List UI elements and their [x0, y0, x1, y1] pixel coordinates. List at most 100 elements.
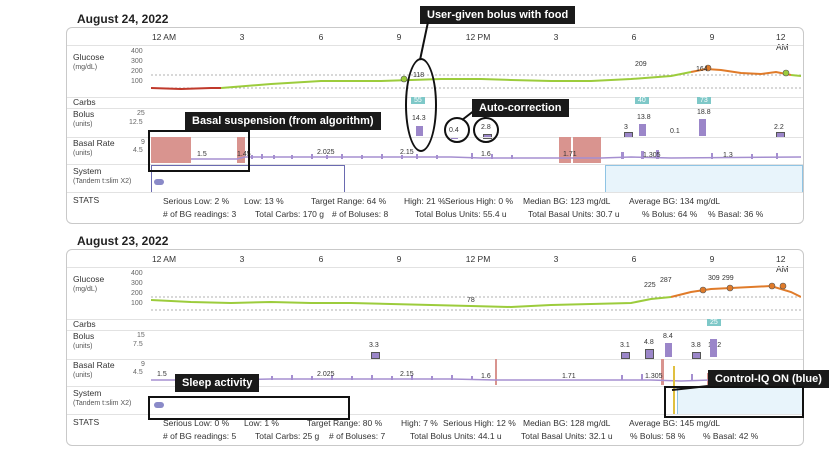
stats-pct-bolus: % Bolus: 58 % [630, 431, 686, 441]
stats-bolus-units: Total Bolus Units: 55.4 u [415, 209, 507, 219]
stats-label: STATS [73, 195, 100, 205]
stats-boluses: # of Boluses: 7 [329, 431, 386, 441]
sleep-icon [154, 179, 164, 185]
stats-boluses: # of Boluses: 8 [332, 209, 389, 219]
system-track-controliq [605, 165, 803, 193]
stats-median: Median BG: 123 mg/dL [523, 196, 611, 206]
time-tick: 12 AM [151, 32, 177, 42]
system-label: System (Tandem t:slim X2) [73, 388, 132, 408]
highlight-auto-correction-1 [444, 117, 470, 143]
stats-serious-high: Serious High: 12 % [443, 418, 516, 428]
time-tick: 6 [631, 32, 637, 42]
basal-axis-tick: 9 [141, 139, 145, 146]
carb-entry: 73 [697, 97, 711, 104]
bolus-value: 13.8 [637, 114, 651, 121]
bolus-value: 4.8 [644, 339, 654, 346]
highlight-auto-correction-2 [473, 117, 499, 143]
time-tick: 3 [239, 254, 245, 264]
bolus-value: 8.4 [663, 333, 673, 340]
time-tick: 12 AM [776, 32, 789, 52]
system-label: System (Tandem t:slim X2) [73, 166, 132, 186]
highlight-basal-suspension [148, 130, 250, 172]
glucose-reading: 309 [708, 275, 720, 282]
basal-label: Basal Rate (units) [73, 360, 115, 380]
basal-value: 1.5 [157, 371, 167, 378]
stats-bg-readings: # of BG readings: 5 [163, 431, 237, 441]
callout-control-iq: Control-IQ ON (blue) [708, 370, 829, 388]
highlight-sleep-activity [148, 396, 350, 420]
carbs-label: Carbs [73, 319, 96, 329]
glucose-reading: 299 [722, 275, 734, 282]
stats-basal-units: Total Basal Units: 30.7 u [528, 209, 620, 219]
stats-low: Low: 13 % [244, 196, 284, 206]
bolus-value: 3.8 [691, 342, 701, 349]
bolus-label: Bolus (units) [73, 331, 95, 351]
bolus-bar [692, 352, 701, 359]
stats-pct-basal: % Basal: 42 % [703, 431, 759, 441]
stats-pct-bolus: % Bolus: 64 % [642, 209, 698, 219]
carbs-label: Carbs [73, 97, 96, 107]
time-tick: 9 [396, 254, 402, 264]
basal-axis-tick: 9 [141, 361, 145, 368]
bolus-value: 3.1 [620, 342, 630, 349]
glucose-reading: 164 [696, 66, 708, 73]
glucose-reading: 78 [467, 297, 475, 304]
glucose-label: Glucose (mg/dL) [73, 274, 105, 294]
bolus-bar [371, 352, 380, 359]
glucose-axis-tick: 300 [131, 58, 143, 65]
bolus-label: Bolus (units) [73, 109, 95, 129]
basal-value: 1.305 [645, 373, 663, 380]
bolus-bar [639, 124, 646, 136]
bolus-bar [710, 339, 717, 357]
basal-value: 1.71 [562, 373, 576, 380]
bolus-bar [665, 343, 672, 357]
stats-high: High: 7 % [401, 418, 438, 428]
bolus-value: 3 [624, 124, 628, 131]
basal-axis-tick: 4.5 [133, 147, 143, 154]
glucose-reading: 287 [660, 277, 672, 284]
stats-serious-low: Serious Low: 0 % [163, 418, 230, 428]
time-tick: 9 [396, 32, 402, 42]
glucose-axis-tick: 100 [131, 300, 143, 307]
stats-total-carbs: Total Carbs: 25 g [255, 431, 320, 441]
glucose-label: Glucose (mg/dL) [73, 52, 105, 72]
bolus-axis-tick: 7.5 [133, 341, 143, 348]
time-tick: 3 [553, 254, 559, 264]
stats-bolus-units: Total Bolus Units: 44.1 u [410, 431, 502, 441]
time-tick: 6 [318, 254, 324, 264]
stats-high: High: 21 % [404, 196, 446, 206]
time-tick: 3 [239, 32, 245, 42]
time-tick: 12 PM [465, 32, 491, 42]
bolus-value: 18.8 [697, 109, 711, 116]
stats-serious-low: Serious Low: 2 % [163, 196, 230, 206]
day2-panel: 12 AM 3 6 9 12 PM 3 6 9 12 AM Glucose (mg… [66, 249, 804, 446]
basal-value: 1.6 [481, 373, 491, 380]
day1-date: August 24, 2022 [77, 12, 169, 26]
basal-label: Basal Rate (units) [73, 138, 115, 158]
time-tick: 6 [318, 32, 324, 42]
bolus-axis-tick: 15 [137, 332, 145, 339]
glucose-axis-tick: 300 [131, 280, 143, 287]
time-tick: 12 AM [151, 254, 177, 264]
basal-value: 1.5 [197, 151, 207, 158]
time-tick: 3 [553, 32, 559, 42]
basal-value: 2.025 [317, 149, 335, 156]
basal-value: 1.45 [237, 151, 251, 158]
time-tick: 12 AM [776, 254, 789, 274]
glucose-trace [151, 282, 801, 311]
callout-basal-suspension: Basal suspension (from algorithm) [185, 112, 381, 130]
glucose-reading: 225 [644, 282, 656, 289]
stats-target: Target Range: 80 % [307, 418, 383, 428]
stats-low: Low: 1 % [244, 418, 279, 428]
stats-median: Median BG: 128 mg/dL [523, 418, 611, 428]
carb-entry: 40 [635, 97, 649, 104]
bolus-axis-tick: 25 [137, 110, 145, 117]
day2-date: August 23, 2022 [77, 234, 169, 248]
callout-sleep-activity: Sleep activity [175, 374, 260, 392]
highlight-control-iq [664, 386, 804, 418]
bolus-value: 2.2 [774, 124, 784, 131]
bolus-bar [645, 349, 654, 359]
basal-axis-tick: 4.5 [133, 369, 143, 376]
bolus-axis-tick: 12.5 [129, 119, 143, 126]
glucose-axis-tick: 400 [131, 270, 143, 277]
